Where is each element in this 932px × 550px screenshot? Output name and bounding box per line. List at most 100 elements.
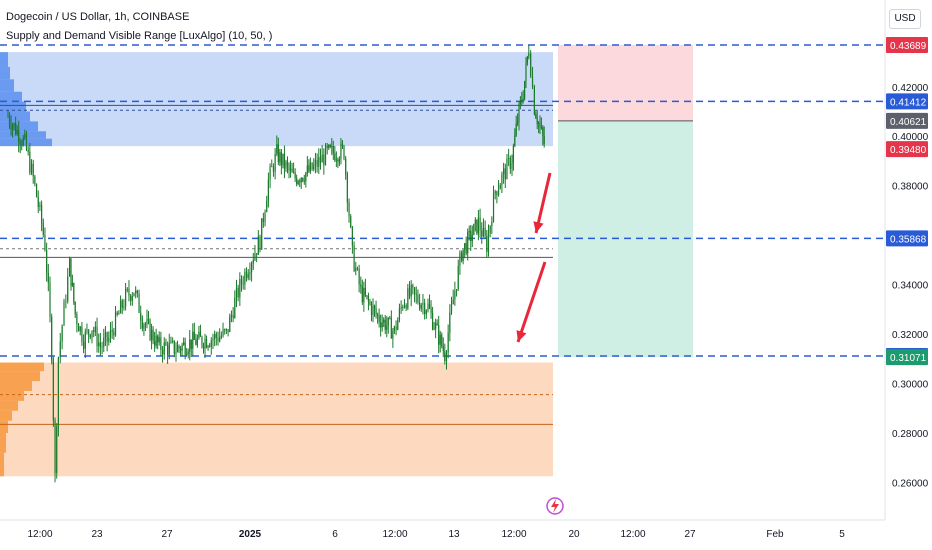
candle-body [444, 351, 446, 362]
candle-body [383, 319, 385, 323]
price-tag-box [886, 93, 928, 110]
time-tick-label: 5 [839, 529, 845, 540]
time-tick-label: 12:00 [382, 529, 407, 540]
candle-body [154, 340, 156, 346]
candle-body [536, 118, 538, 124]
candle-body [387, 317, 389, 326]
candle-body [19, 142, 21, 144]
candle-body [244, 271, 246, 284]
candle-body [481, 230, 483, 237]
candle-body [345, 158, 347, 174]
lightning-bolt-icon [551, 499, 559, 513]
candle-body [316, 159, 318, 167]
candle-body [212, 338, 214, 341]
candle-body [175, 351, 177, 354]
candle-body [47, 273, 49, 283]
candle-body [318, 157, 320, 167]
stop-loss-zone[interactable] [558, 45, 693, 121]
price-tag-label: 0.43689 [890, 41, 927, 52]
candle-body [232, 314, 234, 318]
candle-body [205, 339, 208, 348]
candle-body [350, 216, 352, 227]
price-tag-label: 0.40621 [890, 117, 927, 128]
candle-body [74, 302, 76, 315]
candle-body [360, 284, 362, 287]
candle-body [269, 166, 271, 180]
price-tick-label: 0.26000 [892, 478, 929, 489]
candle-body [201, 336, 203, 346]
candle-body [533, 86, 535, 115]
candle-body [271, 166, 273, 168]
candle-body [67, 276, 69, 302]
candle-body [501, 174, 503, 186]
supply-profile-bar [0, 52, 8, 67]
time-tick-label: 2025 [239, 529, 262, 540]
candle-body [251, 263, 253, 273]
candle-body [343, 146, 345, 159]
candle-body [459, 252, 461, 266]
candle-body [294, 172, 296, 179]
candle-body [420, 304, 422, 309]
annotation-arrow-shaft [516, 261, 547, 343]
candle-body [11, 125, 14, 130]
candle-body [103, 337, 105, 347]
candle-body [482, 227, 485, 237]
candle-body [41, 204, 43, 223]
candle-body [408, 288, 411, 297]
candle-body [202, 345, 205, 349]
candle-body [419, 302, 421, 309]
candle-body [91, 330, 93, 338]
candle-body [140, 312, 142, 321]
candle-body [25, 134, 28, 150]
candle-body [220, 335, 222, 337]
candle-body [30, 163, 33, 173]
candle-body [424, 302, 426, 315]
candle-body [449, 312, 451, 333]
candle-body [152, 329, 154, 341]
candle-body [224, 329, 226, 331]
supply-profile-bar [0, 66, 10, 80]
candle-body [356, 268, 359, 270]
candle-body [249, 272, 251, 275]
candle-body [496, 191, 498, 196]
candle-body [353, 245, 355, 271]
candle-body [186, 354, 188, 355]
price-tag-box [886, 230, 928, 247]
candle-body [332, 146, 334, 154]
price-tick-label: 0.30000 [892, 380, 929, 391]
time-tick-label: 23 [91, 529, 103, 540]
candle-body [73, 283, 75, 303]
candle-body [10, 123, 12, 130]
price-tag-label: 0.41412 [890, 97, 927, 108]
candle-body [37, 197, 39, 207]
candle-body [373, 305, 376, 309]
candle-body [262, 218, 264, 222]
time-tick-label: 12:00 [27, 529, 52, 540]
candle-body [119, 300, 122, 314]
candle-body [425, 310, 427, 315]
candle-body [351, 226, 353, 246]
indicator-legend[interactable]: Supply and Demand Visible Range [LuxAlgo… [6, 30, 273, 42]
candle-body [392, 330, 394, 339]
candle-body [435, 323, 437, 329]
candle-body [358, 268, 360, 285]
candle-body [473, 223, 475, 236]
candle-body [207, 346, 209, 348]
candle-body [184, 342, 186, 355]
candle-body [256, 253, 258, 255]
candle-body [267, 179, 269, 201]
candle-body [492, 193, 495, 223]
candle-body [410, 284, 412, 297]
price-tick-label: 0.28000 [892, 429, 929, 440]
candle-body [329, 145, 331, 148]
candle-body [400, 307, 402, 309]
candle-body [511, 163, 513, 169]
candle-body [106, 332, 108, 342]
candle-body [34, 176, 36, 185]
candle-body [518, 104, 520, 122]
currency-button[interactable]: USD [889, 9, 921, 29]
candle-body [165, 342, 167, 346]
candle-body [314, 159, 317, 165]
candle-body [397, 319, 399, 330]
